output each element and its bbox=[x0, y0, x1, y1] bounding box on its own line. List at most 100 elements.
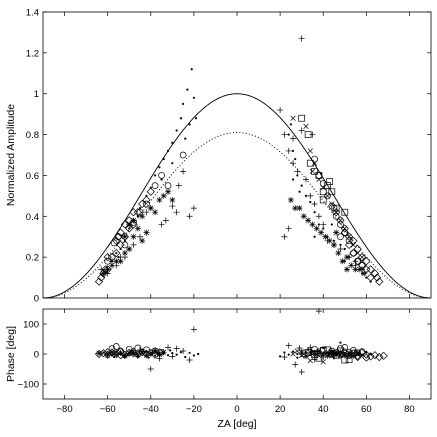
x-tick-label: 0 bbox=[234, 404, 239, 415]
marker-asterisk bbox=[320, 351, 327, 357]
marker-circle bbox=[158, 172, 165, 179]
marker-dot bbox=[339, 341, 342, 344]
marker-plus bbox=[285, 147, 292, 154]
amplitude-ticks: 0 0.2 0.4 0.6 0.8 1 1.2 1.4 bbox=[26, 8, 431, 305]
marker-dot bbox=[291, 149, 295, 153]
marker-square bbox=[304, 131, 312, 138]
marker-diamond bbox=[142, 349, 151, 359]
marker-x bbox=[320, 185, 326, 191]
marker-x bbox=[311, 160, 318, 166]
marker-dot bbox=[169, 349, 172, 352]
marker-dot bbox=[343, 247, 346, 251]
marker-asterisk bbox=[339, 258, 346, 265]
marker-dot bbox=[287, 133, 290, 136]
marker-circle bbox=[328, 202, 336, 210]
marker-asterisk bbox=[134, 351, 141, 358]
marker-x bbox=[324, 193, 331, 199]
marker-asterisk bbox=[134, 225, 141, 232]
marker-x bbox=[316, 176, 322, 183]
amplitude-panel: 0 0.2 0.4 0.6 0.8 1 1.2 1.4 Normalized Amplitud… bbox=[5, 8, 432, 305]
marker-asterisk bbox=[337, 349, 344, 356]
marker-diamond bbox=[107, 348, 117, 357]
marker-circle bbox=[311, 155, 318, 163]
marker-asterisk bbox=[348, 262, 355, 269]
marker-square bbox=[315, 354, 323, 362]
marker-plus bbox=[281, 131, 288, 138]
marker-diamond bbox=[362, 350, 371, 359]
phase-x-axis-label: ZA [deg] bbox=[217, 418, 256, 430]
phase-panel: −80 −60 −40 −20 0 20 40 60 80 −100 0 100 Phase [deg… bbox=[5, 308, 432, 430]
marker-diamond bbox=[129, 349, 138, 358]
marker-diamond bbox=[340, 228, 349, 237]
marker-plus bbox=[165, 344, 172, 351]
marker-plus bbox=[298, 127, 305, 134]
marker-circle bbox=[158, 348, 165, 356]
marker-asterisk bbox=[322, 233, 329, 240]
marker-dot bbox=[175, 129, 178, 132]
marker-dot bbox=[309, 200, 312, 204]
marker-x bbox=[307, 357, 313, 364]
marker-asterisk bbox=[130, 349, 137, 356]
marker-diamond bbox=[116, 240, 125, 249]
marker-dot bbox=[279, 355, 282, 358]
marker-asterisk bbox=[343, 254, 350, 261]
marker-dot bbox=[330, 223, 333, 226]
marker-asterisk bbox=[160, 192, 167, 199]
marker-diamond bbox=[150, 350, 160, 359]
marker-x bbox=[303, 348, 309, 355]
marker-plus bbox=[173, 345, 180, 352]
marker-asterisk bbox=[350, 352, 357, 359]
marker-dot bbox=[184, 137, 187, 140]
marker-circle bbox=[319, 180, 327, 187]
marker-x bbox=[290, 115, 296, 121]
marker-asterisk bbox=[139, 348, 146, 355]
marker-diamond bbox=[114, 232, 123, 241]
marker-asterisk bbox=[318, 229, 325, 236]
marker-diamond bbox=[353, 257, 362, 266]
marker-dot bbox=[332, 239, 336, 242]
marker-circle bbox=[164, 182, 172, 189]
marker-diamond bbox=[344, 232, 354, 241]
marker-asterisk bbox=[147, 205, 154, 212]
marker-x bbox=[320, 359, 326, 365]
marker-diamond bbox=[146, 187, 155, 196]
marker-diamond bbox=[340, 224, 349, 233]
marker-diamond bbox=[357, 261, 367, 270]
marker-diamond bbox=[327, 349, 336, 359]
marker-diamond bbox=[120, 232, 130, 241]
marker-diamond bbox=[357, 348, 367, 357]
marker-asterisk bbox=[298, 349, 305, 356]
marker-plus bbox=[281, 233, 288, 240]
marker-dot bbox=[175, 353, 178, 356]
marker-asterisk bbox=[287, 196, 294, 203]
y-tick-label: −100 bbox=[18, 380, 39, 391]
marker-circle bbox=[350, 249, 357, 257]
marker-dot bbox=[166, 354, 170, 357]
marker-diamond bbox=[353, 352, 362, 362]
marker-asterisk bbox=[328, 349, 335, 356]
marker-dot bbox=[354, 264, 357, 267]
marker-square bbox=[341, 208, 349, 216]
marker-diamond bbox=[138, 199, 147, 209]
marker-dot bbox=[317, 223, 321, 226]
y-tick-label: 1 bbox=[34, 89, 39, 100]
marker-asterisk bbox=[165, 188, 172, 195]
marker-dot bbox=[188, 351, 191, 354]
marker-square bbox=[319, 188, 327, 196]
y-tick-label: 1.2 bbox=[26, 48, 39, 59]
marker-asterisk bbox=[96, 350, 103, 357]
marker-plus bbox=[190, 326, 197, 333]
marker-asterisk bbox=[313, 225, 320, 232]
marker-asterisk bbox=[126, 350, 133, 357]
marker-circle bbox=[143, 200, 150, 208]
marker-diamond bbox=[103, 265, 112, 274]
amplitude-markers bbox=[94, 35, 384, 286]
marker-square bbox=[319, 196, 327, 204]
marker-diamond bbox=[146, 348, 155, 357]
marker-plus bbox=[173, 209, 180, 216]
marker-plus bbox=[307, 192, 314, 199]
marker-asterisk bbox=[292, 205, 299, 212]
marker-asterisk bbox=[113, 351, 120, 358]
marker-dot bbox=[166, 149, 170, 153]
marker-plus bbox=[277, 107, 284, 114]
